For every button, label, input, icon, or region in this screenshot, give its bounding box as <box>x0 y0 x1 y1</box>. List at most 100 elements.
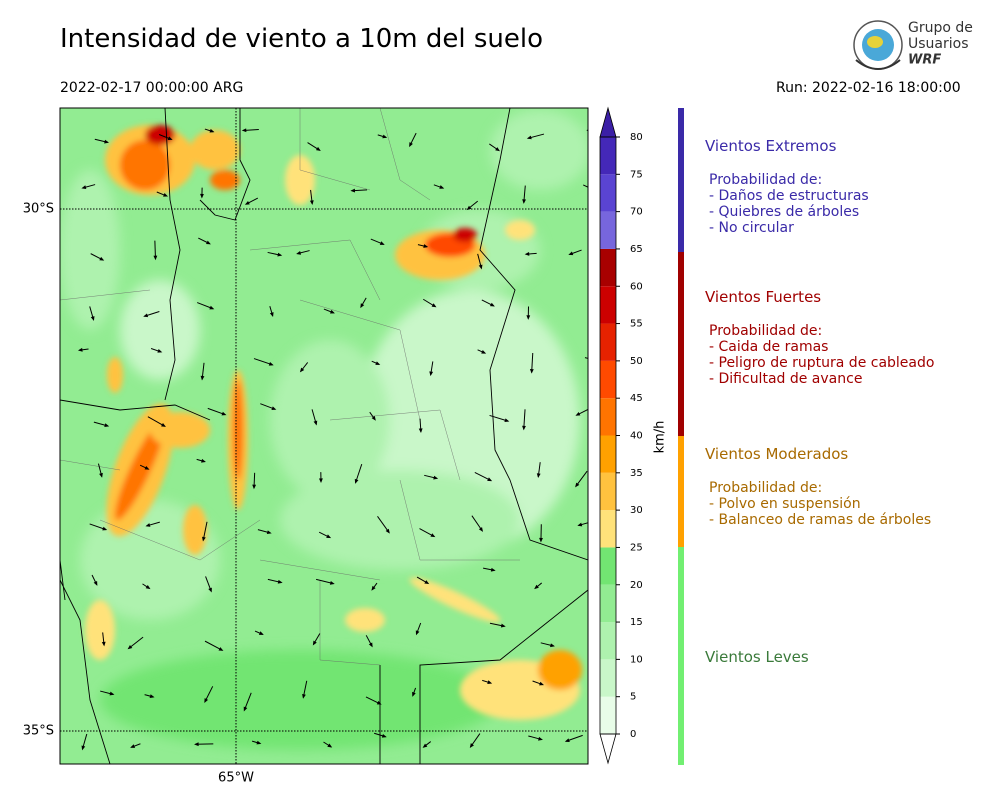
map-frame <box>59 107 589 765</box>
legend-entry: Vientos Fuertes Probabilidad de: - Caida d… <box>705 289 934 387</box>
wind-arrow-head <box>424 580 430 585</box>
legend-line: - Balanceo de ramas de árboles <box>709 512 932 528</box>
wind-arrow-head <box>350 188 356 193</box>
wind-arrow-head <box>529 368 534 374</box>
wind-arrow-head <box>145 585 151 590</box>
wind-arrow-head <box>99 472 103 478</box>
wind-arrow-head <box>194 742 199 747</box>
wind-arrow-head <box>592 316 594 319</box>
wind-arrow-head <box>299 367 305 373</box>
departments <box>60 108 520 666</box>
wind-arrow-head <box>368 642 373 648</box>
legend-entry: Vientos Leves <box>705 649 809 683</box>
wind-arrow-head <box>478 264 483 270</box>
legend-bar <box>678 108 684 252</box>
logo-text: WRF <box>908 53 941 68</box>
colorbar-tick-label: 30 <box>630 505 643 516</box>
wind-arrow-head <box>575 411 581 416</box>
wind-arrow-head <box>329 309 335 314</box>
colorbar-tick-label: 5 <box>630 692 636 703</box>
colorbar-band <box>600 248 616 287</box>
wind-arrow-head <box>538 736 543 741</box>
wind-arrow-head <box>313 420 318 426</box>
wind-arrow-head <box>243 706 248 712</box>
wind-arrow-head <box>430 533 436 538</box>
lat-label: 35°S <box>23 724 54 739</box>
wind-arrow-head <box>327 743 333 748</box>
wind-arrow-head <box>489 302 495 307</box>
logo: Grupo de Usuarios WRF <box>853 20 973 70</box>
legend-bar <box>678 547 684 765</box>
legend-line: - Daños de estructuras <box>709 188 869 204</box>
legend-title: Vientos Moderados <box>705 445 849 463</box>
wind-arrow <box>523 409 526 430</box>
wind-arrow-head <box>371 585 376 591</box>
wind-arrow-head <box>504 418 510 423</box>
wind-arrow-head <box>385 528 390 534</box>
wind-arrow-head <box>522 199 527 204</box>
colorbar-band <box>600 659 616 697</box>
wind-arrow-head <box>218 647 224 651</box>
colorbar-band <box>600 472 616 511</box>
legend-entry: Vientos Moderados Probabilidad de: - Polvo… <box>705 446 931 528</box>
wind-arrow-head <box>200 375 205 381</box>
wind-arrow-head <box>312 640 317 646</box>
borders <box>60 108 588 764</box>
wind-arrows <box>77 128 596 751</box>
graticule <box>60 108 588 764</box>
wind-arrow-head <box>526 315 531 320</box>
colorbar-tick-label: 0 <box>630 729 636 740</box>
wind-arrow-head <box>319 478 323 484</box>
wind-arrow-head <box>204 698 209 704</box>
wind-arrow-head <box>296 250 302 255</box>
wind-arrow-head <box>143 313 149 318</box>
wind-arrow-head <box>593 189 596 191</box>
wind-arrow-head <box>376 700 382 705</box>
colorbar-band <box>600 137 616 175</box>
wind-arrow <box>590 306 594 320</box>
colorbar-tick-label: 35 <box>630 468 643 479</box>
wind-arrow-head <box>371 415 376 421</box>
colorbar-band <box>600 174 616 212</box>
wind-arrow-head <box>495 147 500 152</box>
wind-arrow-head <box>221 411 227 416</box>
colorbar-extend-min <box>599 733 617 765</box>
colorbar-band <box>600 696 616 734</box>
legend-line: Probabilidad de: <box>709 480 823 496</box>
wind-arrow-head <box>268 361 274 366</box>
legend-line: Probabilidad de: <box>709 323 823 339</box>
valid-time: 2022-02-17 00:00:00 ARG <box>60 80 244 96</box>
wind-arrow-head <box>500 623 506 628</box>
wind-arrow-head <box>81 745 86 751</box>
wind-arrow-head <box>167 136 173 141</box>
colorbar-band <box>600 510 616 548</box>
wind-arrow-head <box>469 743 474 749</box>
colorbar-band <box>600 323 616 361</box>
wind-arrow-head <box>266 530 272 535</box>
wind-arrow-head <box>101 641 106 647</box>
wind-arrow <box>583 184 588 188</box>
wind-arrow-head <box>326 534 332 539</box>
wind-arrow <box>204 640 223 651</box>
wind-arrow-head <box>433 475 439 480</box>
wind-arrow-head <box>81 185 87 189</box>
legend-line: - Dificultad de avance <box>709 371 863 387</box>
wind-arrow-head <box>360 303 365 309</box>
wind-arrow-head <box>99 256 105 261</box>
wind-arrow-head <box>202 536 206 542</box>
title: Intensidad de viento a 10m del suelo <box>60 24 544 54</box>
wind-arrow-head <box>539 537 543 543</box>
colorbar-band <box>600 547 616 585</box>
wind-arrow-head <box>161 422 166 427</box>
legend-line: - Polvo en suspensión <box>709 496 861 512</box>
wind-field <box>60 108 596 764</box>
wind-arrow-head <box>309 200 314 205</box>
wind-arrow-head <box>77 347 83 352</box>
wind-arrow-head <box>415 630 420 636</box>
logo-text: Usuarios <box>908 36 969 52</box>
wind-arrow-head <box>536 473 541 479</box>
wind-arrow <box>377 516 390 533</box>
colorbar-tick-label: 40 <box>630 431 643 442</box>
